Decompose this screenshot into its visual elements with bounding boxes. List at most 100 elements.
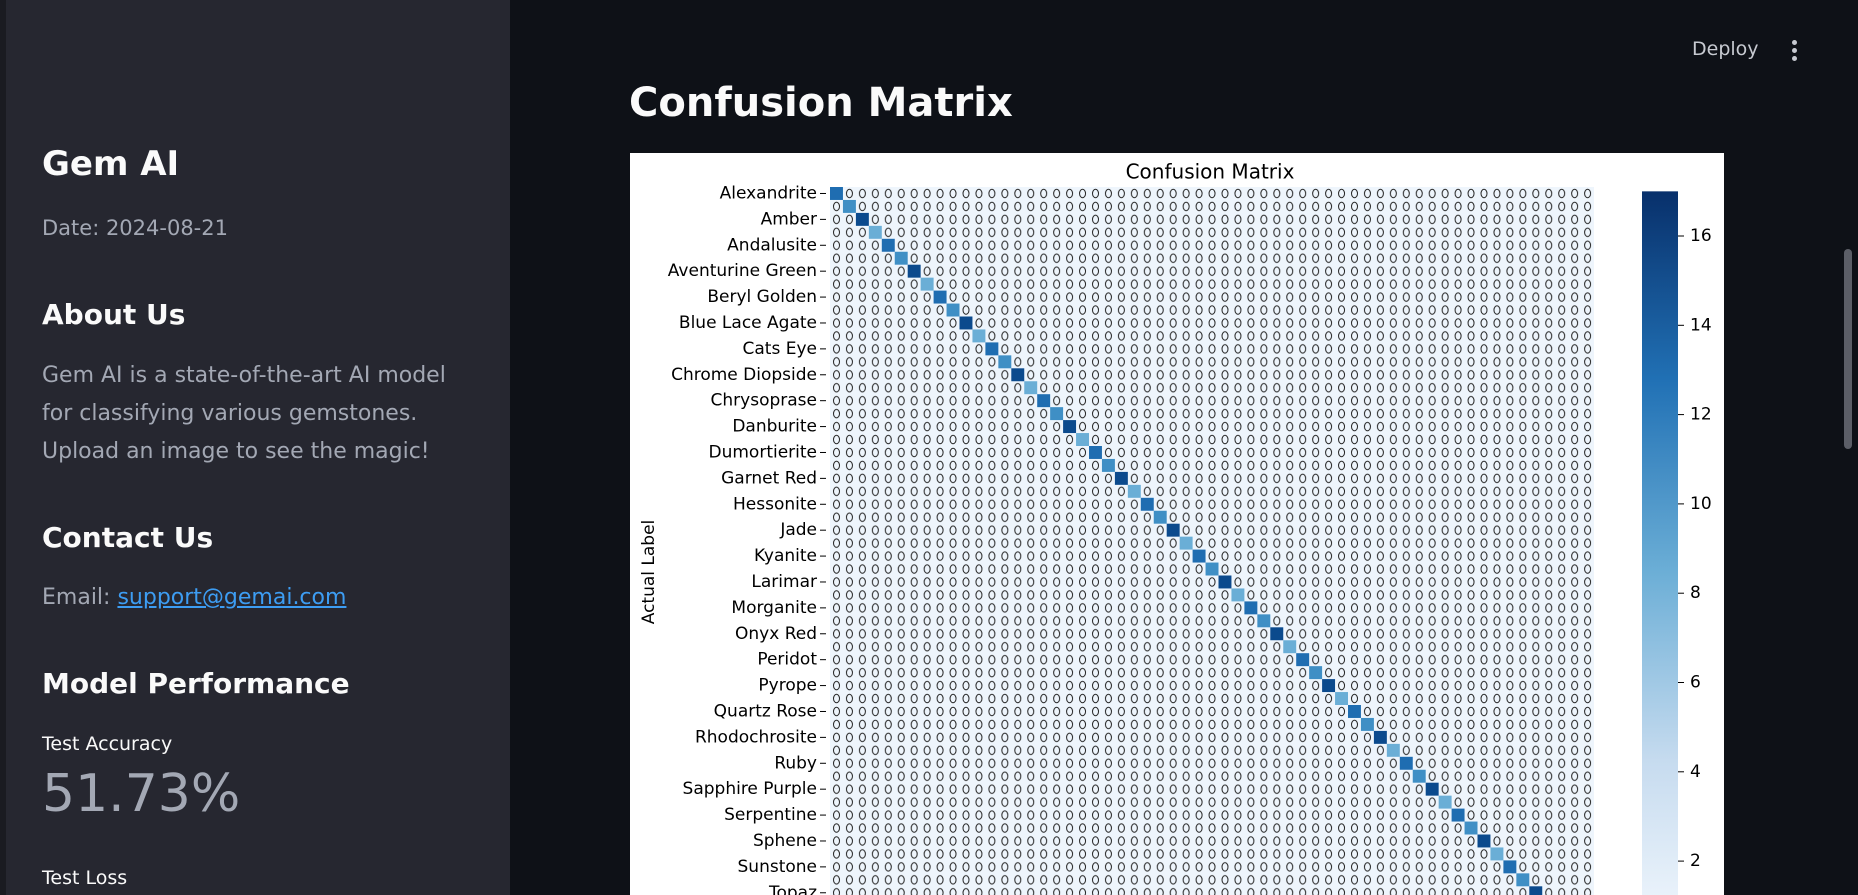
matrix-diagonal-cell bbox=[1270, 627, 1284, 641]
colorbar-tick-label: 10 bbox=[1690, 494, 1712, 514]
matrix-diagonal-cell bbox=[894, 251, 908, 265]
matrix-diagonal-cell bbox=[1490, 847, 1504, 861]
matrix-diagonal-cell bbox=[1386, 743, 1400, 757]
colorbar bbox=[1642, 191, 1678, 895]
y-axis-label: Actual Label bbox=[639, 520, 659, 625]
matrix-diagonal-cell bbox=[855, 212, 869, 226]
y-tick-label: Blue Lace Agate bbox=[679, 313, 817, 333]
matrix-diagonal-cell bbox=[1322, 679, 1336, 693]
matrix-diagonal-cell bbox=[1101, 458, 1115, 472]
deploy-button[interactable]: Deploy bbox=[1692, 38, 1759, 60]
matrix-diagonal-cell bbox=[1114, 471, 1128, 485]
matrix-diagonal-cell bbox=[1257, 614, 1271, 628]
colorbar-tick-label: 16 bbox=[1690, 226, 1712, 246]
y-tick-label: Quartz Rose bbox=[714, 701, 817, 721]
matrix-diagonal-cell bbox=[920, 277, 934, 291]
matrix-diagonal-cell bbox=[1360, 717, 1374, 731]
y-tick-label: Chrome Diopside bbox=[671, 365, 817, 385]
matrix-diagonal-cell bbox=[1373, 730, 1387, 744]
y-tick-label: Rhodochrosite bbox=[695, 727, 817, 747]
y-tick-label: Danburite bbox=[732, 417, 817, 437]
matrix-diagonal-cell bbox=[1464, 821, 1478, 835]
matrix-diagonal-cell bbox=[1412, 769, 1426, 783]
matrix-diagonal-cell bbox=[1011, 368, 1025, 382]
matrix-diagonal-cell bbox=[1089, 446, 1102, 459]
matrix-diagonal-cell bbox=[998, 355, 1012, 369]
y-tick-label: Peridot bbox=[757, 650, 817, 670]
matrix-diagonal-cell bbox=[1218, 575, 1232, 589]
email-link[interactable]: support@gemai.com bbox=[117, 585, 347, 610]
matrix-diagonal-cell bbox=[1024, 381, 1038, 395]
y-tick-label: Onyx Red bbox=[735, 624, 817, 644]
colorbar-tick-label: 6 bbox=[1690, 673, 1701, 693]
app-title: Gem AI bbox=[42, 144, 180, 184]
matrix-diagonal-cell bbox=[1205, 562, 1219, 576]
y-tick-label: Topaz bbox=[768, 883, 817, 895]
colorbar-tick-label: 2 bbox=[1690, 851, 1701, 871]
date: Date: 2024-08-21 bbox=[42, 216, 228, 240]
page-heading: Confusion Matrix bbox=[629, 80, 1013, 126]
y-tick-label: Pyrope bbox=[758, 676, 817, 696]
y-tick-label: Serpentine bbox=[724, 805, 817, 825]
y-tick-label: Dumortierite bbox=[709, 442, 818, 462]
y-tick-label: Kyanite bbox=[754, 546, 817, 566]
matrix-diagonal-cell bbox=[907, 264, 921, 278]
y-tick-label: Larimar bbox=[751, 572, 817, 592]
confusion-matrix-chart: Confusion Matrix Actual Label Alexandrit… bbox=[630, 153, 1724, 895]
menu-button[interactable] bbox=[1792, 40, 1797, 64]
matrix-diagonal-cell bbox=[881, 238, 895, 252]
matrix-diagonal-cell bbox=[972, 329, 986, 343]
y-tick-label: Amber bbox=[761, 209, 817, 229]
y-tick-label: Andalusite bbox=[727, 235, 817, 255]
email-label: Email: bbox=[42, 585, 111, 610]
scrollbar[interactable] bbox=[1844, 249, 1852, 449]
matrix-diagonal-cell bbox=[1399, 756, 1413, 770]
matrix-diagonal-cell bbox=[1503, 860, 1517, 874]
matrix-diagonal-cell bbox=[1153, 510, 1167, 524]
y-tick-label: Aventurine Green bbox=[668, 261, 817, 281]
y-tick-label: Alexandrite bbox=[720, 183, 817, 203]
matrix-diagonal-cell bbox=[1192, 549, 1206, 563]
matrix-diagonal-cell bbox=[1244, 601, 1258, 615]
matrix-diagonal-cell bbox=[1283, 640, 1297, 654]
matrix-diagonal-cell bbox=[946, 303, 960, 317]
metric-label: Test Accuracy bbox=[42, 733, 173, 755]
chart-title: Confusion Matrix bbox=[1126, 160, 1295, 184]
matrix-diagonal-cell bbox=[868, 225, 882, 239]
matrix-diagonal-cell bbox=[830, 187, 843, 200]
matrix-diagonal-cell bbox=[1451, 808, 1465, 822]
colorbar-tick-label: 4 bbox=[1690, 762, 1701, 782]
y-tick-label: Jade bbox=[779, 520, 817, 540]
matrix-diagonal-cell bbox=[1425, 782, 1439, 796]
matrix-diagonal-cell bbox=[842, 199, 856, 213]
matrix-diagonal-cell bbox=[959, 316, 973, 330]
matrix-diagonal-cell bbox=[1037, 394, 1051, 408]
colorbar-tick-label: 8 bbox=[1690, 583, 1701, 603]
matrix-diagonal-cell bbox=[933, 290, 947, 304]
matrix-diagonal-cell bbox=[1309, 666, 1323, 680]
matrix-diagonal-cell bbox=[1179, 536, 1193, 550]
about-heading: About Us bbox=[42, 298, 186, 331]
y-tick-label: Sphene bbox=[753, 831, 817, 851]
matrix-diagonal-cell bbox=[1166, 523, 1180, 537]
matrix-diagonal-cell bbox=[1477, 834, 1491, 848]
y-tick-label: Cats Eye bbox=[743, 339, 817, 359]
matrix-diagonal-cell bbox=[1231, 588, 1245, 602]
matrix-diagonal-cell bbox=[1063, 420, 1077, 434]
matrix-diagonal-cell bbox=[1529, 886, 1543, 895]
sidebar: Gem AI Date: 2024-08-21 About Us Gem AI … bbox=[0, 0, 510, 895]
performance-heading: Model Performance bbox=[42, 667, 350, 700]
y-tick-label: Sunstone bbox=[738, 857, 818, 877]
y-tick-label: Morganite bbox=[731, 598, 817, 618]
matrix-diagonal-cell bbox=[985, 342, 999, 356]
matrix-diagonal-cell bbox=[1127, 484, 1141, 498]
matrix-diagonal-cell bbox=[1140, 497, 1154, 511]
colorbar-tick-label: 14 bbox=[1690, 315, 1712, 335]
y-tick-label: Garnet Red bbox=[721, 468, 817, 488]
matrix-diagonal-cell bbox=[1050, 407, 1064, 421]
email-row: Email: support@gemai.com bbox=[42, 585, 346, 610]
y-tick-label: Ruby bbox=[774, 753, 817, 773]
matrix-diagonal-cell bbox=[1076, 433, 1089, 446]
matrix-diagonal-cell bbox=[1348, 705, 1361, 718]
